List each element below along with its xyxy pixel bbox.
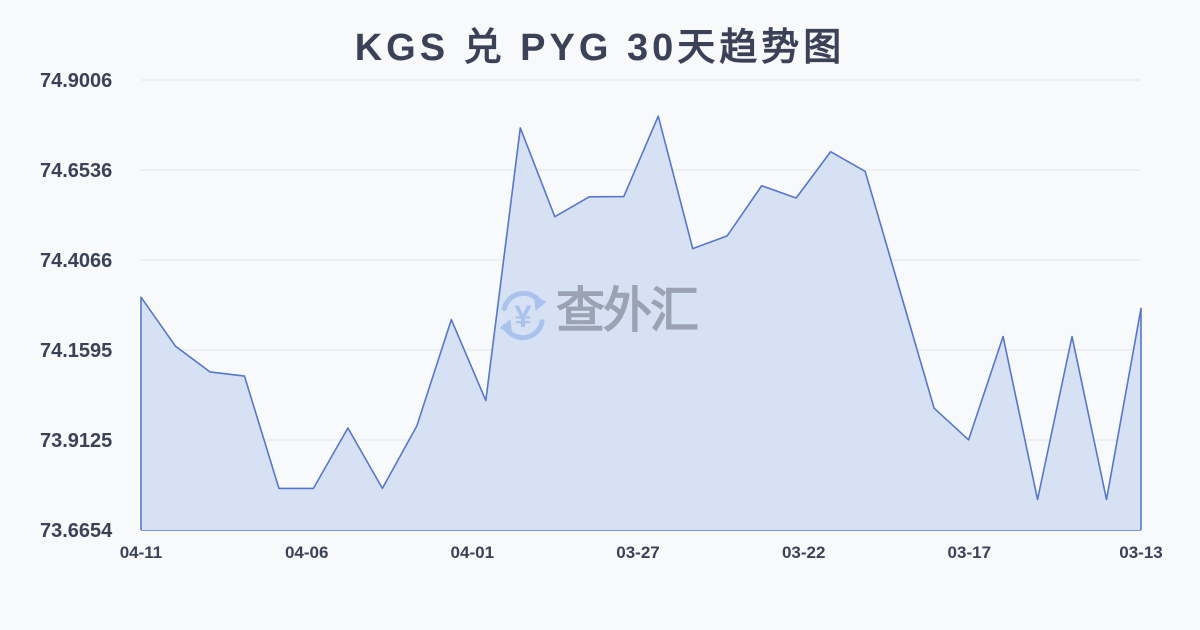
svg-text:03-13: 03-13: [1119, 543, 1162, 562]
svg-text:04-01: 04-01: [451, 543, 494, 562]
svg-text:74.6536: 74.6536: [40, 160, 112, 182]
svg-text:04-11: 04-11: [120, 543, 163, 562]
svg-text:74.1595: 74.1595: [40, 340, 112, 362]
svg-text:¥: ¥: [514, 299, 532, 334]
svg-text:04-06: 04-06: [285, 543, 328, 562]
svg-text:74.4066: 74.4066: [40, 250, 112, 272]
svg-text:03-27: 03-27: [616, 543, 659, 562]
svg-text:03-17: 03-17: [948, 543, 991, 562]
svg-text:74.9006: 74.9006: [40, 70, 112, 92]
svg-text:73.6654: 73.6654: [40, 520, 113, 542]
svg-text:73.9125: 73.9125: [40, 430, 112, 452]
svg-text:03-22: 03-22: [782, 543, 825, 562]
svg-text:查外汇: 查外汇: [556, 284, 698, 338]
